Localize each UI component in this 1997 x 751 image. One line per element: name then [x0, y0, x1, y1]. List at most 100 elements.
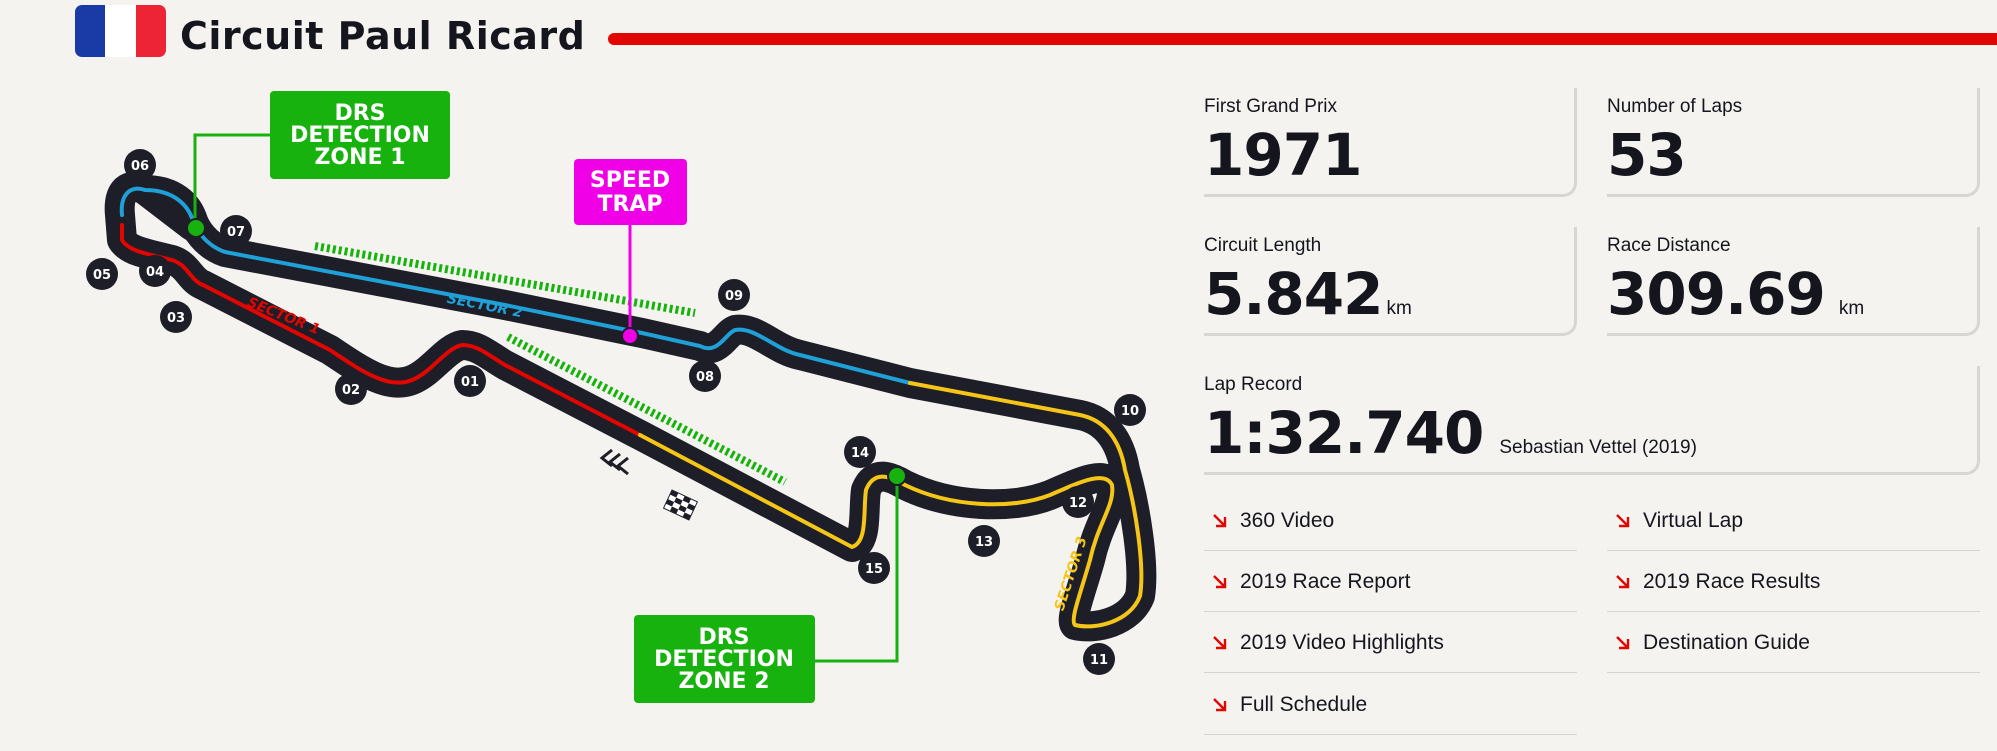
turn-marker: 10	[1114, 394, 1146, 426]
speed-trap-line: TRAP	[597, 192, 662, 217]
arrow-down-right-icon	[1213, 697, 1227, 711]
turn-marker: 01	[454, 365, 486, 397]
arrow-down-right-icon	[1616, 635, 1630, 649]
turn-marker: 04	[139, 255, 171, 287]
drs-zone-2-text: DETECTION	[654, 647, 794, 672]
link-video-highlights[interactable]: 2019 Video Highlights	[1204, 613, 1577, 673]
turn-label: 10	[1121, 404, 1139, 419]
turn-label: 11	[1090, 653, 1108, 668]
stat-value: 1:32.740 Sebastian Vettel (2019)	[1204, 399, 1697, 467]
drs-zone-1-line: DRS	[334, 101, 385, 126]
drs-zone-2-box	[634, 615, 815, 703]
turn-label: 14	[851, 446, 869, 461]
speed-trap-box	[574, 159, 687, 225]
drs-zone-2-point	[887, 466, 907, 486]
link-virtual-lap[interactable]: Virtual Lap	[1607, 491, 1980, 551]
stat-label: Number of Laps	[1607, 96, 1743, 117]
turn-label: 02	[342, 383, 360, 398]
speed-trap-text: SPEED	[590, 168, 670, 193]
turn-label: 07	[227, 225, 245, 240]
link-label: Virtual Lap	[1643, 508, 1744, 532]
circuit-map: SECTOR 1 SECTOR 2 SECTOR 3 DRS DETECTION…	[86, 91, 1157, 703]
speed-trap-line: SPEED	[590, 168, 670, 193]
turn-label: 12	[1069, 496, 1087, 511]
stat-label: First Grand Prix	[1204, 96, 1338, 117]
stat-value: 309.69 km	[1607, 260, 1865, 328]
stat-value: 1971	[1204, 121, 1362, 189]
drs-zone-1-point	[186, 218, 206, 238]
turn-marker: 08	[689, 360, 721, 392]
drs-zone-1-box	[270, 91, 450, 179]
stat-unit: km	[1838, 298, 1865, 319]
turn-label: 06	[131, 159, 149, 174]
drs-zone-2-text: ZONE 2	[678, 669, 769, 694]
speed-trap-text: TRAP	[597, 192, 662, 217]
drs-zone-2-line: DRS	[698, 625, 749, 650]
turn-marker: 11	[1083, 643, 1115, 675]
turn-marker: 12	[1062, 486, 1094, 518]
stat-number: 1:32.740	[1204, 399, 1484, 467]
drs-zone-1-line: DETECTION	[290, 123, 430, 148]
drs-zone-1-text: DETECTION	[290, 123, 430, 148]
link-label: 2019 Video Highlights	[1240, 630, 1444, 654]
page-title: Circuit Paul Ricard	[180, 14, 586, 58]
stat-circuit-length: Circuit Length 5.842 km	[1204, 227, 1577, 336]
turn-label: 08	[696, 370, 714, 385]
link-race-results[interactable]: 2019 Race Results	[1607, 552, 1980, 612]
turn-label: 09	[725, 289, 743, 304]
turn-label: 05	[93, 268, 111, 283]
drs-zone-1-connector	[193, 133, 270, 228]
page-header: Circuit Paul Ricard	[0, 0, 1997, 80]
turn-marker: 03	[160, 301, 192, 333]
stat-lap-record: Lap Record 1:32.740 Sebastian Vettel (201…	[1204, 366, 1980, 475]
stat-number: 309.69	[1607, 260, 1826, 328]
link-destination-guide[interactable]: Destination Guide	[1607, 613, 1980, 673]
turn-marker: 15	[858, 552, 890, 584]
turn-marker: 07	[220, 215, 252, 247]
turn-marker: 13	[968, 525, 1000, 557]
arrow-down-right-icon	[1213, 635, 1227, 649]
stat-value: 53	[1607, 121, 1687, 189]
drs-zone-2-line: ZONE 2	[678, 669, 769, 694]
speed-trap-point	[621, 327, 639, 345]
title-divider	[608, 33, 1997, 45]
turn-label: 04	[146, 265, 164, 280]
sector-2-line	[119, 186, 912, 385]
arrow-down-right-icon	[1616, 574, 1630, 588]
turn-label: 15	[865, 562, 883, 577]
stat-value: 5.842 km	[1204, 260, 1412, 328]
drs-zone-1-text: ZONE 1	[314, 145, 405, 170]
drs-zone-2-line: DETECTION	[654, 647, 794, 672]
link-label: 2019 Race Report	[1240, 569, 1411, 593]
turn-marker: 02	[335, 373, 367, 405]
arrow-down-right-icon	[1616, 513, 1630, 527]
lap-record-holder: Sebastian Vettel (2019)	[1499, 437, 1697, 458]
stat-label: Race Distance	[1607, 235, 1731, 256]
turn-marker: 14	[844, 436, 876, 468]
stat-label: Circuit Length	[1204, 235, 1322, 256]
direction-chevron-icon	[599, 448, 629, 476]
drs-zone-2-connector	[815, 476, 899, 663]
arrow-down-right-icon	[1213, 574, 1227, 588]
drs-zone-indicator	[506, 333, 787, 486]
link-360-video[interactable]: 360 Video	[1204, 491, 1577, 551]
link-label: 360 Video	[1240, 508, 1335, 532]
turn-label: 03	[167, 311, 185, 326]
stat-unit: km	[1386, 298, 1412, 319]
turn-marker: 09	[718, 279, 750, 311]
link-label: Full Schedule	[1240, 692, 1368, 716]
stat-first-grand-prix: First Grand Prix 1971	[1204, 88, 1577, 197]
arrow-down-right-icon	[1213, 513, 1227, 527]
france-flag-icon	[75, 5, 166, 57]
turn-label: 13	[975, 535, 993, 550]
link-race-report[interactable]: 2019 Race Report	[1204, 552, 1577, 612]
link-label: Destination Guide	[1643, 630, 1810, 654]
link-full-schedule[interactable]: Full Schedule	[1204, 675, 1577, 735]
drs-zone-1-text: DRS	[334, 101, 385, 126]
drs-zone-2-text: DRS	[698, 625, 749, 650]
drs-zone-1-line: ZONE 1	[314, 145, 405, 170]
chequered-flag-icon	[662, 489, 699, 521]
stat-number: 5.842	[1204, 260, 1383, 328]
turn-marker: 05	[86, 258, 118, 290]
stat-label: Lap Record	[1204, 374, 1303, 395]
